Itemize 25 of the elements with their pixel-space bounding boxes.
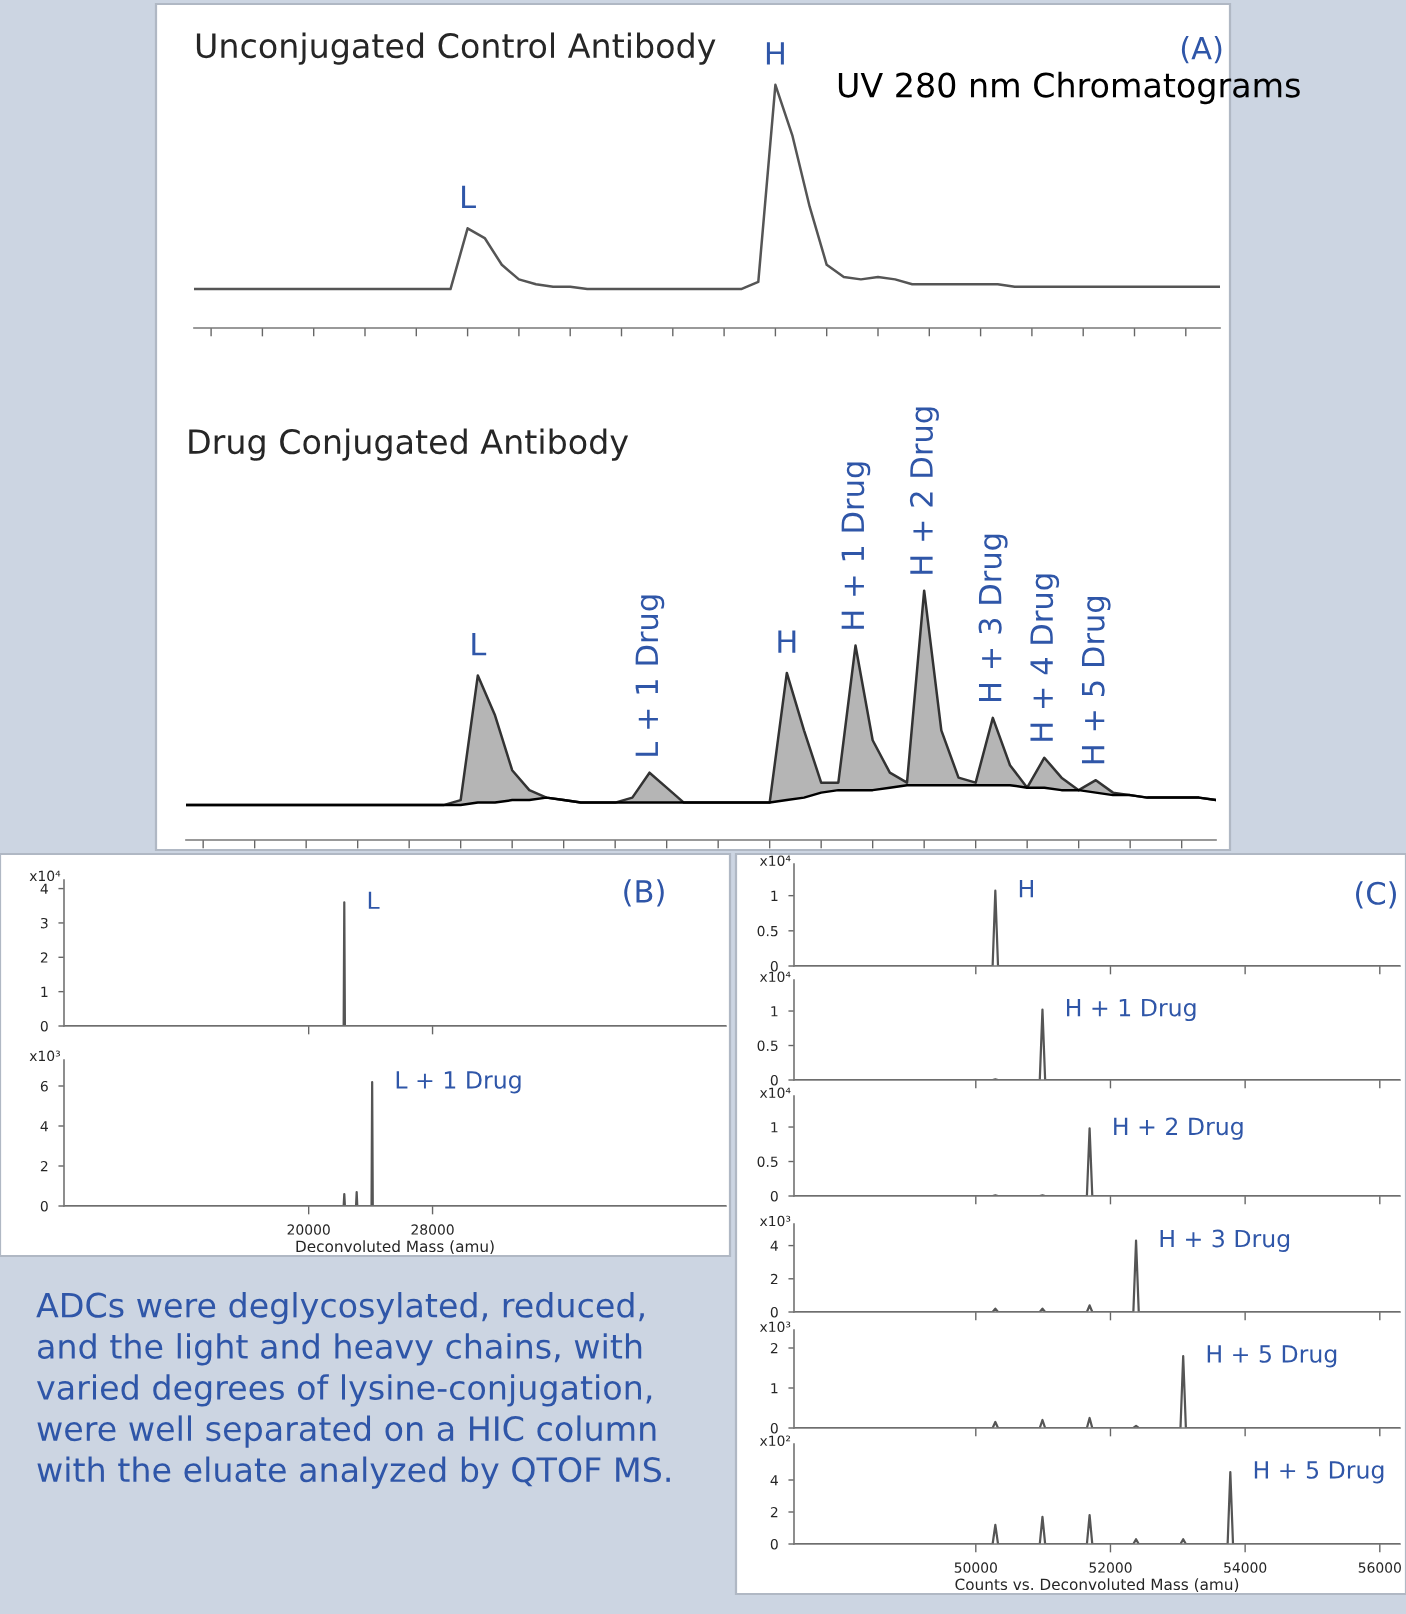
annotation: H + 4 Drug [1030, 574, 1060, 741]
annotation: H [778, 630, 796, 653]
annotation: L + 1 Drug [396, 1071, 521, 1094]
annotation: H + 1 Drug [1067, 998, 1196, 1022]
annotation: H + 2 Drug [909, 407, 939, 574]
text: (A) [1181, 36, 1222, 64]
annotation: H + 2 Drug [1114, 1117, 1243, 1140]
annotation: (B) [624, 879, 664, 907]
chart-title: Unconjugated Control Antibody [196, 32, 716, 65]
annotation: H + 5 Drug [1081, 597, 1111, 764]
annotation: H + 5 Drug [1207, 1345, 1337, 1368]
annotation: H [1019, 880, 1033, 898]
annotation: UV 280 nm Chromatograms [838, 71, 1300, 105]
text: ADCs were deglycosylated, reduced, and the light and heavy chains, with varied degrees of lysine-conjugation, were well separated on a HIC column with the eluate analyzed by QTOF MS. [36, 1292, 670, 1489]
annotation: H + 3 Drug [1160, 1229, 1290, 1253]
annotation: (C) [1356, 881, 1396, 909]
annotation: H + 3 Drug [978, 534, 1008, 701]
annotation: L [368, 891, 380, 909]
annotation: L + 1 Drug [635, 595, 665, 756]
chart-title: Drug Conjugated Antibody [189, 428, 629, 461]
annotation: H [766, 42, 784, 65]
annotation: H + 1 Drug [841, 462, 871, 629]
annotation: L [472, 632, 487, 656]
annotation: L [462, 185, 476, 209]
annotation: H + 5 Drug [1254, 1461, 1384, 1484]
